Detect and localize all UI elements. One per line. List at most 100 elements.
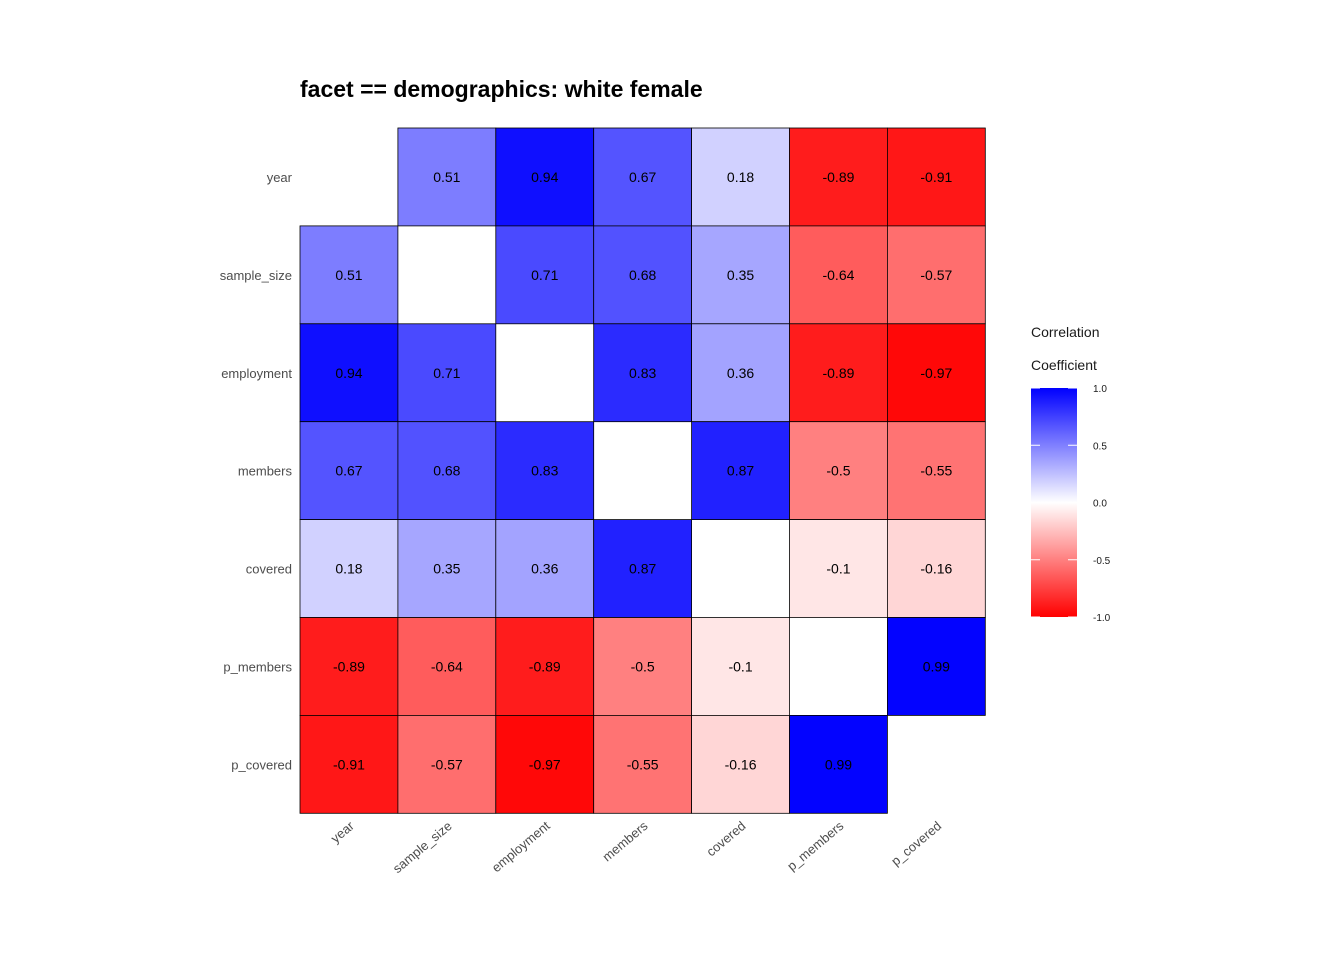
- cell-value-label: -0.55: [627, 756, 659, 772]
- heatmap-cell-year-sample-size: [397, 127, 497, 227]
- heatmap-cell-p-covered-members: [593, 715, 693, 814]
- cell-value-label: 0.71: [433, 365, 460, 381]
- heatmap-cell-sample-size-covered: [691, 225, 790, 325]
- heatmap-cell-covered-year: [299, 519, 399, 618]
- legend-tick-label: 1.0: [1093, 384, 1107, 395]
- heatmap-cell-p-members-p-covered: [887, 617, 986, 716]
- heatmap-cell-p-members-covered: [691, 617, 790, 716]
- cell-value-label: 0.94: [531, 169, 558, 185]
- x-tick-label-covered: covered: [703, 818, 748, 859]
- cell-value-label: 0.51: [335, 267, 362, 283]
- x-axis-labels: year sample_size employment members covered p…: [328, 818, 944, 876]
- heatmap-cell-members-year: [299, 421, 399, 521]
- heatmap-cell-employment-p-covered: [887, 323, 986, 423]
- cell-value-label: -0.55: [920, 463, 952, 479]
- heatmap-cell-year-employment: [495, 127, 595, 227]
- x-tick-label-employment: employment: [489, 818, 553, 875]
- heatmap-cell-members-p-members: [789, 421, 888, 521]
- cell-value-label: -0.91: [333, 756, 365, 772]
- cell-value-label: 0.18: [335, 561, 362, 577]
- cell-value-label: -0.91: [920, 169, 952, 185]
- y-tick-label-covered: covered: [246, 562, 292, 577]
- cell-value-label: 0.35: [433, 561, 460, 577]
- heatmap-cell-employment-covered: [691, 323, 790, 423]
- cell-value-label: 0.36: [531, 561, 558, 577]
- heatmap-cell-sample-size-p-covered: [887, 225, 986, 325]
- heatmap-cell-covered-p-members: [789, 519, 888, 618]
- x-tick-label-year: year: [328, 818, 358, 846]
- cell-value-label: 0.68: [629, 267, 656, 283]
- heatmap-cell-p-members-year: [299, 617, 399, 716]
- heatmap-cell-year-p-covered: [887, 127, 986, 227]
- x-tick-label-sample-size: sample_size: [390, 818, 455, 876]
- cell-value-label: 0.35: [727, 267, 754, 283]
- cell-value-label: 0.87: [629, 561, 656, 577]
- cell-value-label: 0.99: [923, 658, 950, 674]
- cell-value-label: -0.64: [431, 658, 463, 674]
- cell-value-label: 0.67: [629, 169, 656, 185]
- cell-value-label: -0.89: [333, 658, 365, 674]
- y-tick-label-members: members: [238, 464, 293, 479]
- cell-value-label: 0.83: [531, 463, 558, 479]
- legend-title-line-1: Correlation: [1031, 324, 1099, 340]
- cell-value-label: -0.89: [822, 169, 854, 185]
- cell-value-label: -0.16: [920, 561, 952, 577]
- heatmap-cell-covered-members: [593, 519, 693, 618]
- x-tick-label-members: members: [599, 818, 651, 865]
- legend-tick-label: 0.0: [1093, 499, 1107, 510]
- heatmap-cell-p-covered-employment: [495, 715, 595, 814]
- legend-title-line-2: Coefficient: [1031, 357, 1097, 373]
- heatmap-cell-members-covered: [691, 421, 790, 521]
- cell-value-label: -0.97: [529, 756, 561, 772]
- heatmap-cell-employment-p-members: [789, 323, 888, 423]
- heatmap-cells: 0.51 0.94 0.67 0.18 -0.89 -0.91 0.51 0.71 0.68 0.…: [299, 127, 986, 814]
- cell-value-label: -0.5: [826, 463, 850, 479]
- cell-value-label: -0.57: [920, 267, 952, 283]
- heatmap-cell-year-members: [593, 127, 693, 227]
- heatmap-cell-covered-employment: [495, 519, 595, 618]
- heatmap-cell-members-p-covered: [887, 421, 986, 521]
- heatmap-cell-year-p-members: [789, 127, 888, 227]
- cell-value-label: 0.18: [727, 169, 754, 185]
- cell-value-label: 0.71: [531, 267, 558, 283]
- heatmap-cell-p-covered-p-members: [789, 715, 888, 814]
- y-tick-label-employment: employment: [221, 366, 292, 381]
- cell-value-label: -0.89: [822, 365, 854, 381]
- cell-value-label: 0.99: [825, 756, 852, 772]
- cell-value-label: -0.64: [822, 267, 854, 283]
- cell-value-label: 0.94: [335, 365, 362, 381]
- cell-value-label: 0.36: [727, 365, 754, 381]
- cell-value-label: -0.5: [631, 658, 655, 674]
- cell-value-label: 0.87: [727, 463, 754, 479]
- heatmap-cell-sample-size-employment: [495, 225, 595, 325]
- legend-tick-label: -1.0: [1093, 613, 1111, 624]
- heatmap-cell-year-covered: [691, 127, 790, 227]
- heatmap-cell-employment-members: [593, 323, 693, 423]
- cell-value-label: -0.1: [728, 658, 752, 674]
- cell-value-label: 0.51: [433, 169, 460, 185]
- cell-value-label: -0.57: [431, 756, 463, 772]
- cell-value-label: -0.16: [725, 756, 757, 772]
- y-tick-label-year: year: [267, 170, 293, 185]
- y-tick-label-p-members: p_members: [223, 659, 292, 674]
- cell-value-label: 0.83: [629, 365, 656, 381]
- heatmap-cell-employment-year: [299, 323, 399, 423]
- legend: Correlation Coefficient 1.0 0.5 0.0 -0.5 -1.…: [1031, 324, 1111, 624]
- heatmap-cell-members-sample-size: [397, 421, 497, 521]
- heatmap-cell-employment-sample-size: [397, 323, 497, 423]
- x-tick-label-p-members: p_members: [784, 818, 847, 874]
- cell-value-label: -0.1: [826, 561, 850, 577]
- cell-value-label: 0.68: [433, 463, 460, 479]
- chart-title: facet == demographics: white female: [300, 76, 703, 102]
- heatmap-cell-members-employment: [495, 421, 595, 521]
- x-tick-label-p-covered: p_covered: [888, 818, 944, 869]
- legend-tick-label: 0.5: [1093, 441, 1107, 452]
- heatmap-cell-p-covered-covered: [691, 715, 790, 814]
- cell-value-label: -0.89: [529, 658, 561, 674]
- y-tick-label-sample-size: sample_size: [220, 268, 292, 283]
- y-axis-labels: year sample_size employment members covered p…: [220, 170, 293, 772]
- y-tick-label-p-covered: p_covered: [231, 757, 292, 772]
- heatmap-cell-covered-p-covered: [887, 519, 986, 618]
- legend-tick-label: -0.5: [1093, 556, 1111, 567]
